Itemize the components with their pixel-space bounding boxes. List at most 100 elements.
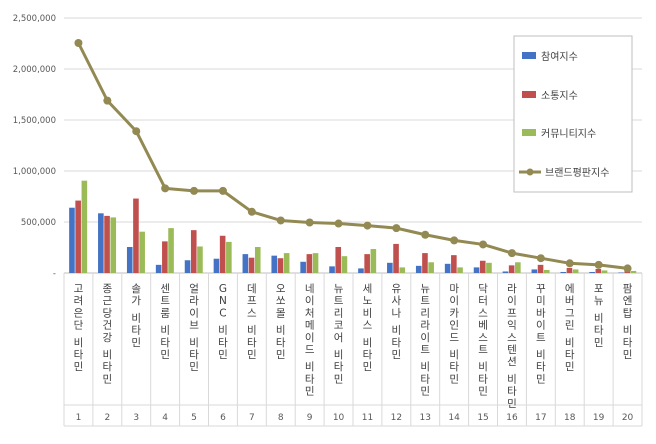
rank-label: 12: [391, 413, 402, 423]
bar: [110, 217, 117, 273]
y-tick-label: 1,000,000: [13, 167, 56, 177]
bar: [364, 254, 370, 273]
bar: [566, 267, 573, 273]
rank-label: 11: [362, 413, 373, 423]
bar: [190, 230, 197, 273]
bar: [537, 264, 544, 273]
rank-label: 2: [104, 413, 110, 423]
legend-swatch: [522, 129, 536, 136]
bar: [370, 249, 377, 273]
line-point: [132, 127, 141, 136]
bar: [69, 207, 75, 273]
line-point: [190, 186, 199, 195]
bar: [393, 243, 399, 273]
bar: [139, 231, 145, 273]
bar: [508, 265, 515, 273]
bar: [618, 272, 624, 273]
bar: [358, 268, 364, 273]
rank-labels: 1 2 3 4 5 6 7 8 9 10 11 12 13 14 15 16 17 18 19 20: [76, 413, 634, 423]
line-point: [450, 236, 459, 245]
line-point: [594, 260, 603, 269]
y-tick-label: 2,500,000: [13, 14, 56, 24]
bar: [300, 261, 306, 273]
y-axis-ticks: - 500,000 1,000,000 1,500,000 2,000,000 2,500…: [13, 14, 56, 279]
bars: [69, 180, 637, 273]
line-point: [479, 240, 488, 249]
gridlines: [63, 17, 643, 427]
bar: [399, 267, 406, 273]
rank-label: 10: [333, 413, 345, 423]
bar: [226, 241, 232, 273]
bar: [515, 262, 521, 273]
line-point: [218, 186, 227, 195]
bar: [271, 255, 278, 273]
bar: [277, 258, 284, 273]
bar: [248, 257, 255, 273]
bar: [473, 267, 480, 273]
rank-label: 9: [307, 413, 313, 423]
rank-label: 13: [420, 413, 431, 423]
bar: [601, 270, 608, 273]
bar: [155, 264, 162, 273]
bar: [595, 268, 602, 273]
bar: [168, 228, 174, 273]
bar: [75, 200, 81, 273]
legend-box: [513, 35, 633, 193]
legend-label: 커뮤니티지수: [541, 128, 596, 140]
bar: [98, 213, 104, 273]
rank-label: 7: [249, 413, 255, 423]
y-tick-label: 500,000: [21, 218, 56, 228]
bar: [104, 215, 110, 273]
bar: [306, 254, 313, 273]
bar: [133, 198, 139, 273]
legend-swatch: [522, 91, 536, 98]
line-point: [305, 218, 314, 227]
bar: [387, 262, 393, 273]
bar: [329, 266, 335, 273]
bar: [312, 253, 319, 273]
bar: [630, 270, 637, 273]
rank-label: 20: [622, 413, 634, 423]
line-point: [392, 224, 401, 233]
bar: [444, 263, 451, 273]
line-point: [334, 219, 343, 228]
bar: [213, 258, 220, 273]
bar: [479, 260, 486, 273]
bar: [197, 246, 203, 273]
bar: [572, 269, 579, 273]
rank-label: 3: [133, 413, 139, 423]
y-tick-label: 1,500,000: [13, 116, 56, 126]
bar: [242, 254, 249, 273]
rank-label: 19: [593, 413, 605, 423]
y-tick-label: -: [53, 269, 56, 279]
bar: [254, 246, 261, 273]
bar: [184, 260, 191, 273]
bar: [451, 255, 457, 273]
legend-label: 브랜드평판지수: [545, 167, 609, 179]
rank-label: 17: [535, 413, 546, 423]
line-point: [276, 216, 285, 225]
legend-label: 소통지수: [541, 90, 578, 102]
bar: [502, 271, 509, 273]
line-point: [103, 96, 112, 105]
bar: [486, 262, 492, 273]
line-point: [536, 254, 545, 263]
bar: [335, 246, 342, 273]
